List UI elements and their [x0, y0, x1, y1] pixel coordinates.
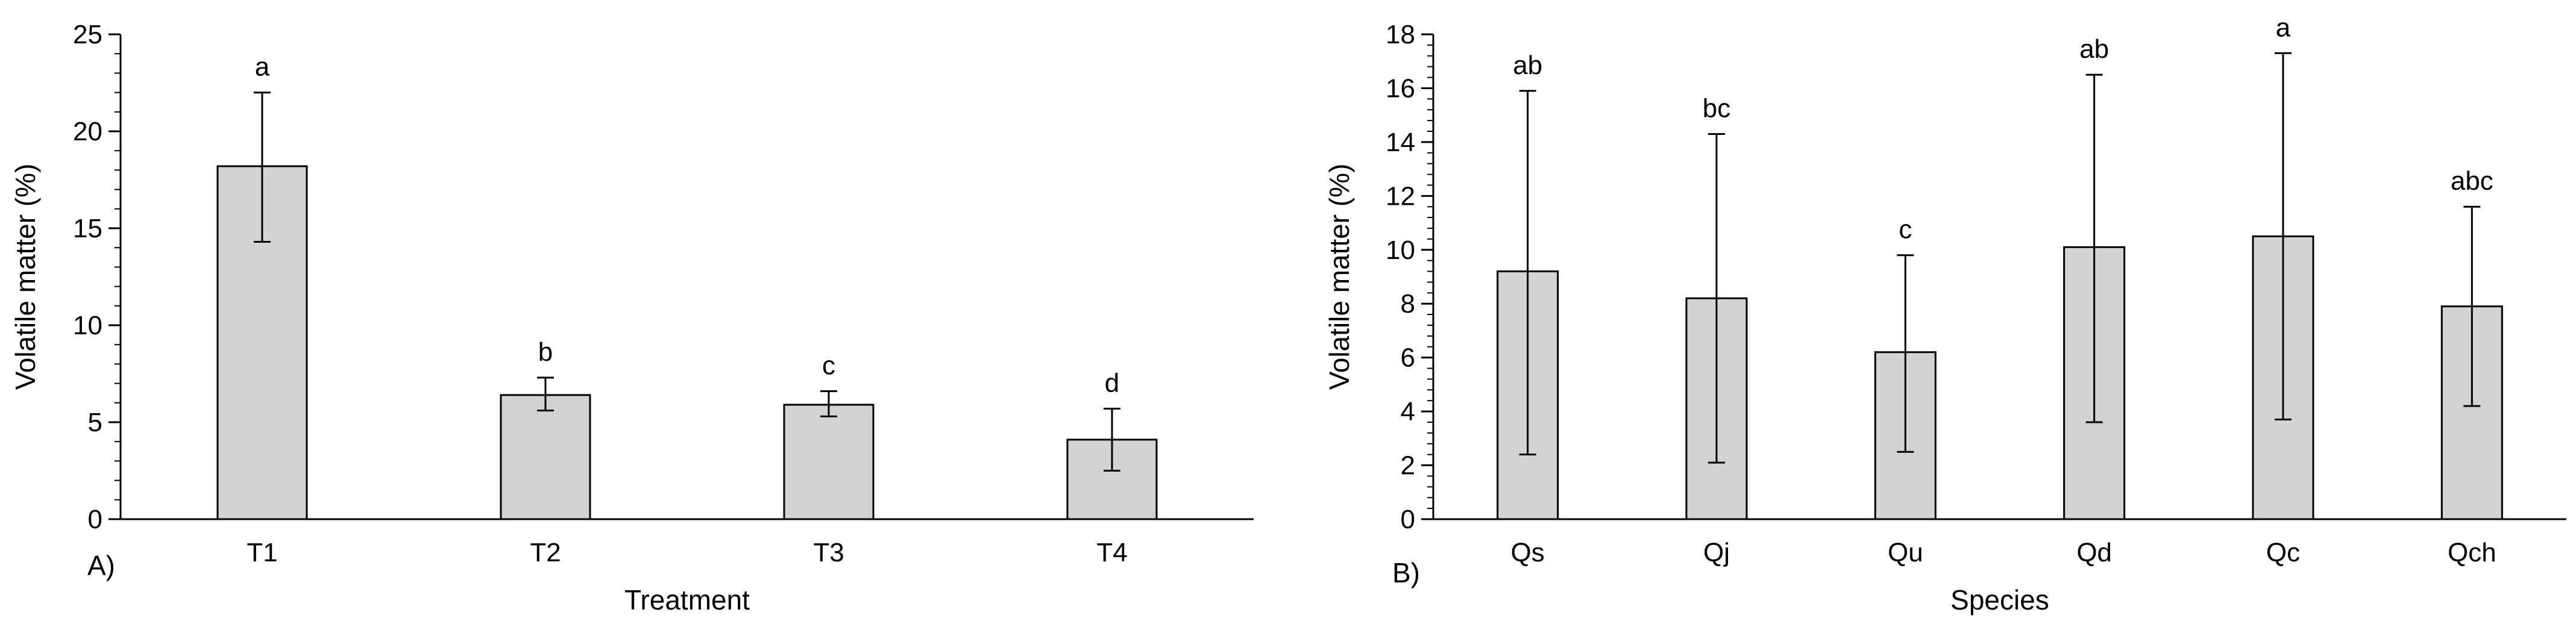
x-axis-title: Treatment [624, 584, 750, 616]
significance-letter: ab [1513, 51, 1542, 80]
significance-letter: d [1105, 368, 1119, 398]
significance-letter: bc [1703, 93, 1730, 123]
x-tick-label: Qch [2448, 538, 2496, 567]
x-tick-label: Qc [2266, 538, 2300, 567]
chart-panel-b: 0 2 4 6 8 10 12 14 16 18 ab Qs bc Qj c Qu ab Qd a Qc abc Qch S… [1324, 13, 2566, 616]
significance-letter: abc [2451, 166, 2493, 196]
y-tick-label: 4 [1401, 397, 1415, 426]
significance-letter: a [255, 52, 270, 82]
y-tick-label: 6 [1401, 343, 1415, 373]
x-tick-label: Qs [1511, 538, 1545, 567]
x-tick-label: T2 [530, 538, 561, 567]
bar [216, 165, 308, 520]
y-tick-label: 0 [1401, 505, 1415, 534]
x-tick-label: T1 [247, 538, 277, 567]
significance-letter: a [2276, 13, 2291, 42]
x-tick-label: Qd [2076, 538, 2112, 567]
y-axis-title: Volatile matter (%) [10, 164, 41, 390]
x-tick-label: Qu [1888, 538, 1923, 567]
y-tick-label: 8 [1401, 289, 1415, 319]
significance-letter: b [538, 337, 553, 367]
bar [500, 394, 591, 520]
y-tick-label: 16 [1386, 73, 1415, 103]
y-tick-label: 5 [88, 408, 102, 437]
significance-letter: ab [2079, 34, 2109, 64]
y-tick-label: 25 [73, 20, 102, 49]
chart-panel-a: 0 5 10 15 20 25 a T1 b T2 c T3 d T4 Treatment Volatile … [10, 20, 1254, 616]
x-tick-label: Qj [1703, 538, 1730, 567]
y-tick-label: 10 [73, 311, 102, 340]
panel-label: B) [1392, 557, 1420, 588]
y-tick-label: 15 [73, 214, 102, 243]
x-tick-label: T3 [813, 538, 844, 567]
y-tick-label: 2 [1401, 451, 1415, 481]
y-tick-label: 14 [1386, 128, 1415, 157]
x-tick-label: T4 [1096, 538, 1127, 567]
significance-letter: c [1899, 215, 1912, 245]
panel-label: A) [87, 550, 115, 581]
y-tick-label: 20 [73, 117, 102, 146]
x-axis-title: Species [1950, 584, 2049, 616]
y-tick-label: 12 [1386, 181, 1415, 211]
bar [783, 404, 875, 520]
y-axis-title: Volatile matter (%) [1324, 164, 1355, 390]
y-tick-label: 0 [88, 505, 102, 534]
y-tick-label: 10 [1386, 235, 1415, 265]
y-tick-label: 18 [1386, 20, 1415, 49]
significance-letter: c [822, 351, 835, 380]
